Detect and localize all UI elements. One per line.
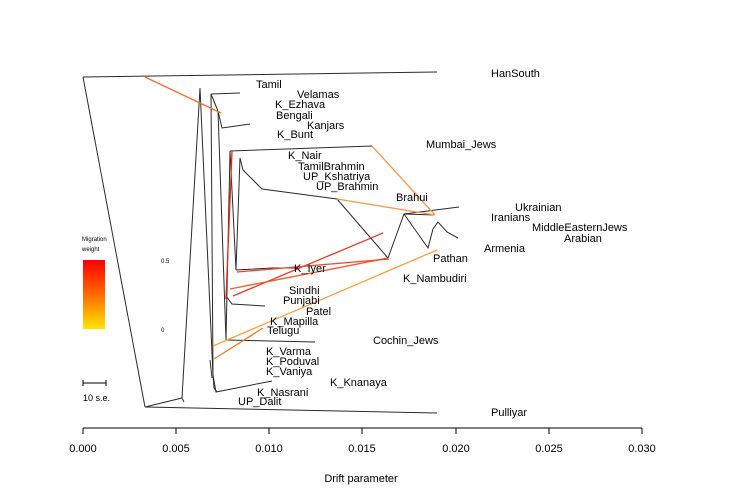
pop-label: K_Varma xyxy=(266,346,312,358)
pop-label: K_Nair xyxy=(288,150,322,162)
x-tick-label: 0.015 xyxy=(348,443,376,455)
migration-weight-legend: Migration weight 0.5 0 xyxy=(81,237,170,334)
x-tick-label: 0.000 xyxy=(69,443,97,455)
pop-label: Kanjars xyxy=(307,120,345,132)
x-tick-label: 0.030 xyxy=(628,443,656,455)
x-axis-label: Drift parameter xyxy=(324,473,398,485)
legend-max-label: 0.5 xyxy=(161,259,170,265)
pop-label: MiddleEasternJews xyxy=(532,222,628,234)
pop-label: Pulliyar xyxy=(491,407,527,419)
pop-label: Mumbai_Jews xyxy=(426,139,497,151)
pop-label: Bengali xyxy=(276,110,313,122)
pop-label: K_Poduval xyxy=(266,356,319,368)
pop-label: UP_Brahmin xyxy=(316,181,378,193)
pop-label: UP_Dalit xyxy=(238,396,281,408)
legend-title-weight: weight xyxy=(81,247,100,253)
x-tick-label: 0.010 xyxy=(255,443,283,455)
pop-label: K_Iyer xyxy=(294,263,326,275)
pop-label: Velamas xyxy=(297,89,340,101)
pop-label: Ukrainian xyxy=(515,202,561,214)
pop-label: K_Vaniya xyxy=(266,366,313,378)
pop-label: HanSouth xyxy=(491,68,540,80)
x-tick-label: 0.025 xyxy=(535,443,563,455)
pop-label: Armenia xyxy=(484,243,526,255)
legend-color-ramp xyxy=(83,260,105,329)
pop-label: K_Ezhava xyxy=(275,99,326,111)
legend-title: Migration xyxy=(82,237,107,243)
pop-label: K_Mapilla xyxy=(270,316,319,328)
pop-label: Pathan xyxy=(433,253,468,265)
x-tick-label: 0.020 xyxy=(442,443,470,455)
pop-label: Sindhi xyxy=(289,285,320,297)
pop-label: K_Nambudiri xyxy=(403,273,467,285)
pop-label: K_Nasrani xyxy=(257,387,308,399)
migration-edges xyxy=(144,76,438,360)
pop-label: Tamil xyxy=(256,79,282,91)
pop-label: K_Knanaya xyxy=(330,377,388,389)
pop-label: Cochin_Jews xyxy=(373,335,439,347)
x-axis: 0.000 0.005 0.010 0.015 0.020 0.025 0.03… xyxy=(69,427,656,485)
population-labels: HanSouth Tamil Velamas K_Ezhava Bengali … xyxy=(238,68,628,419)
standard-error-scale-bar: 10 s.e. xyxy=(82,380,110,403)
pop-label: Patel xyxy=(306,306,331,318)
x-tick-label: 0.005 xyxy=(162,443,190,455)
pop-label: Iranians xyxy=(491,212,531,224)
pop-label: UP_Kshatriya xyxy=(303,171,371,183)
pop-label: TamilBrahmin xyxy=(298,161,365,173)
scale-bar-label: 10 s.e. xyxy=(83,393,110,403)
pop-label: Arabian xyxy=(564,233,602,245)
pop-label: K_Bunt xyxy=(277,129,313,141)
legend-min-label: 0 xyxy=(161,328,165,334)
pop-label: Brahui xyxy=(396,192,428,204)
pop-label: Punjabi xyxy=(283,295,320,307)
pop-label: Telugu xyxy=(267,325,299,337)
